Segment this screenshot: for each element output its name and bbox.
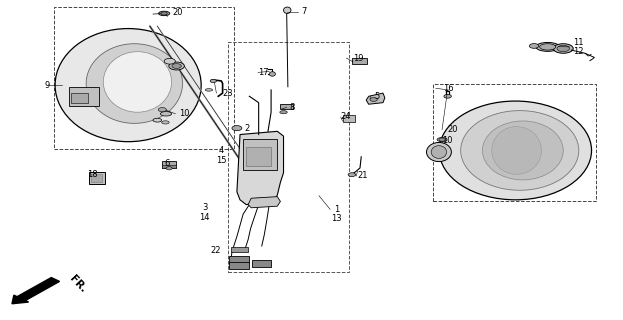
Ellipse shape <box>553 44 573 53</box>
Text: FR.: FR. <box>68 274 88 295</box>
Text: 13: 13 <box>331 214 341 223</box>
Ellipse shape <box>169 62 184 70</box>
Bar <box>231 247 248 252</box>
Text: 7: 7 <box>302 7 307 16</box>
Ellipse shape <box>161 12 168 15</box>
Ellipse shape <box>159 11 170 16</box>
Text: 20: 20 <box>447 125 458 134</box>
Text: 22: 22 <box>210 246 221 255</box>
Ellipse shape <box>530 44 539 48</box>
Bar <box>163 165 176 168</box>
Ellipse shape <box>557 45 569 52</box>
Ellipse shape <box>86 44 183 123</box>
Ellipse shape <box>482 121 563 180</box>
Bar <box>243 139 277 170</box>
Ellipse shape <box>162 121 169 124</box>
Text: 24: 24 <box>340 113 351 122</box>
Bar <box>227 42 349 271</box>
Text: 18: 18 <box>87 170 97 179</box>
Text: 17: 17 <box>258 68 269 77</box>
Text: 16: 16 <box>443 84 454 93</box>
Bar <box>252 260 271 267</box>
Bar <box>352 58 368 64</box>
Text: 11: 11 <box>574 38 584 47</box>
Bar <box>229 262 249 269</box>
Bar <box>91 174 102 182</box>
Ellipse shape <box>166 167 172 170</box>
Ellipse shape <box>210 79 216 83</box>
Ellipse shape <box>444 94 451 98</box>
Bar <box>229 256 249 263</box>
Polygon shape <box>248 197 280 208</box>
Bar <box>54 7 234 149</box>
Ellipse shape <box>348 173 356 177</box>
Ellipse shape <box>280 111 287 114</box>
Ellipse shape <box>153 118 162 122</box>
Text: 8: 8 <box>289 103 294 112</box>
Text: 15: 15 <box>216 156 227 164</box>
Ellipse shape <box>158 108 166 112</box>
Ellipse shape <box>439 138 445 141</box>
Text: 5: 5 <box>374 92 379 101</box>
Text: 3: 3 <box>202 203 207 212</box>
Text: 14: 14 <box>199 213 210 222</box>
Text: 4: 4 <box>219 146 224 155</box>
Ellipse shape <box>370 98 378 101</box>
Bar <box>246 147 271 166</box>
Text: 19: 19 <box>353 53 363 62</box>
Bar <box>343 115 355 122</box>
Text: 21: 21 <box>357 172 368 180</box>
Ellipse shape <box>164 58 175 64</box>
Ellipse shape <box>437 138 447 142</box>
Ellipse shape <box>427 142 451 162</box>
Polygon shape <box>237 131 283 204</box>
Ellipse shape <box>205 89 212 91</box>
Ellipse shape <box>431 146 447 158</box>
Ellipse shape <box>55 28 201 142</box>
Text: 12: 12 <box>574 47 584 56</box>
Polygon shape <box>366 93 385 104</box>
Text: 10: 10 <box>442 136 452 145</box>
Ellipse shape <box>460 111 579 190</box>
Text: 1: 1 <box>334 205 339 214</box>
Text: 9: 9 <box>45 81 50 90</box>
Ellipse shape <box>536 43 559 51</box>
Ellipse shape <box>283 7 291 13</box>
Text: 6: 6 <box>164 159 170 168</box>
Text: 2: 2 <box>245 124 250 132</box>
Text: 20: 20 <box>173 8 183 17</box>
Bar <box>89 172 105 184</box>
Ellipse shape <box>540 44 556 50</box>
Bar <box>71 93 88 103</box>
Ellipse shape <box>269 72 275 76</box>
Bar <box>280 104 293 109</box>
FancyArrow shape <box>12 277 60 304</box>
Bar <box>163 161 176 168</box>
Ellipse shape <box>232 125 242 131</box>
Bar <box>69 87 99 106</box>
Ellipse shape <box>103 52 172 112</box>
Ellipse shape <box>439 101 591 200</box>
Ellipse shape <box>172 64 181 68</box>
Bar <box>433 84 596 201</box>
Ellipse shape <box>492 126 541 174</box>
Text: 10: 10 <box>179 109 189 118</box>
Text: 23: 23 <box>222 89 233 98</box>
Ellipse shape <box>161 112 172 116</box>
